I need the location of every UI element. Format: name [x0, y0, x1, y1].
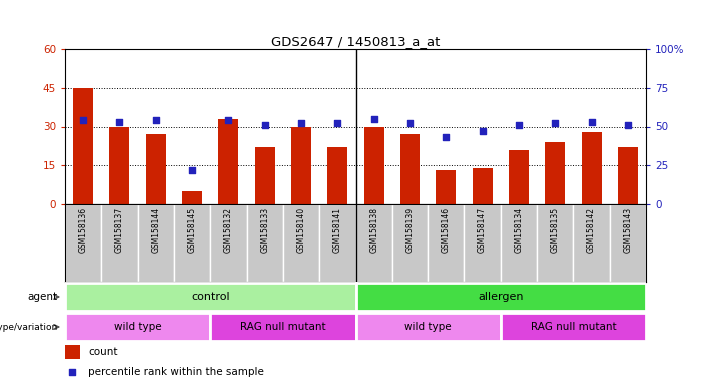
Text: GSM158136: GSM158136 [79, 207, 88, 253]
Point [368, 116, 379, 122]
Bar [582, 132, 601, 204]
Point [550, 120, 561, 126]
Point [332, 120, 343, 126]
Bar [65, 313, 210, 341]
Text: GSM158143: GSM158143 [623, 207, 632, 253]
Bar [355, 204, 392, 282]
Bar [400, 134, 420, 204]
Text: count: count [88, 347, 118, 357]
Bar [73, 88, 93, 204]
Text: GSM158146: GSM158146 [442, 207, 451, 253]
Point [259, 122, 271, 128]
Bar [65, 283, 355, 311]
Point [622, 122, 634, 128]
Point [513, 122, 524, 128]
Bar [355, 283, 646, 311]
Bar [65, 204, 102, 282]
Text: GSM158132: GSM158132 [224, 207, 233, 253]
Text: GSM158135: GSM158135 [551, 207, 559, 253]
Bar [545, 142, 565, 204]
Text: GSM158134: GSM158134 [515, 207, 524, 253]
Text: GSM158139: GSM158139 [405, 207, 414, 253]
Text: wild type: wild type [404, 322, 452, 332]
Bar [65, 345, 80, 359]
Bar [465, 204, 501, 282]
Point [477, 128, 488, 134]
Title: GDS2647 / 1450813_a_at: GDS2647 / 1450813_a_at [271, 35, 440, 48]
Bar [355, 313, 501, 341]
Bar [537, 204, 573, 282]
Text: GSM158145: GSM158145 [188, 207, 196, 253]
Bar [137, 204, 174, 282]
Bar [509, 150, 529, 204]
Bar [501, 204, 537, 282]
Bar [283, 204, 319, 282]
Text: control: control [191, 292, 229, 302]
Bar [327, 147, 347, 204]
Bar [210, 204, 247, 282]
Bar [182, 191, 202, 204]
Bar [428, 204, 465, 282]
Text: GSM158142: GSM158142 [587, 207, 596, 253]
Point [186, 167, 198, 173]
Bar [436, 170, 456, 204]
Text: GSM158147: GSM158147 [478, 207, 487, 253]
Bar [501, 313, 646, 341]
Point [586, 119, 597, 125]
Text: wild type: wild type [114, 322, 161, 332]
Bar [219, 119, 238, 204]
Point [78, 117, 89, 123]
Bar [291, 126, 311, 204]
Bar [573, 204, 610, 282]
Bar [392, 204, 428, 282]
Bar [102, 204, 137, 282]
Bar [610, 204, 646, 282]
Point [67, 369, 78, 375]
Text: GSM158144: GSM158144 [151, 207, 161, 253]
Bar [146, 134, 165, 204]
Text: allergen: allergen [478, 292, 524, 302]
Bar [174, 204, 210, 282]
Point [441, 134, 452, 141]
Point [114, 119, 125, 125]
Bar [247, 204, 283, 282]
Text: GSM158140: GSM158140 [297, 207, 306, 253]
Bar [254, 147, 275, 204]
Text: GSM158141: GSM158141 [333, 207, 342, 253]
Point [223, 117, 234, 123]
Bar [364, 126, 383, 204]
Bar [319, 204, 355, 282]
Text: genotype/variation: genotype/variation [0, 323, 58, 331]
Point [150, 117, 161, 123]
Bar [109, 126, 130, 204]
Text: RAG null mutant: RAG null mutant [240, 322, 326, 332]
Point [295, 120, 306, 126]
Bar [210, 313, 355, 341]
Text: GSM158133: GSM158133 [260, 207, 269, 253]
Text: agent: agent [28, 292, 58, 302]
Text: percentile rank within the sample: percentile rank within the sample [88, 367, 264, 377]
Text: GSM158137: GSM158137 [115, 207, 124, 253]
Bar [472, 168, 493, 204]
Text: RAG null mutant: RAG null mutant [531, 322, 616, 332]
Point [404, 120, 416, 126]
Bar [618, 147, 638, 204]
Text: GSM158138: GSM158138 [369, 207, 378, 253]
